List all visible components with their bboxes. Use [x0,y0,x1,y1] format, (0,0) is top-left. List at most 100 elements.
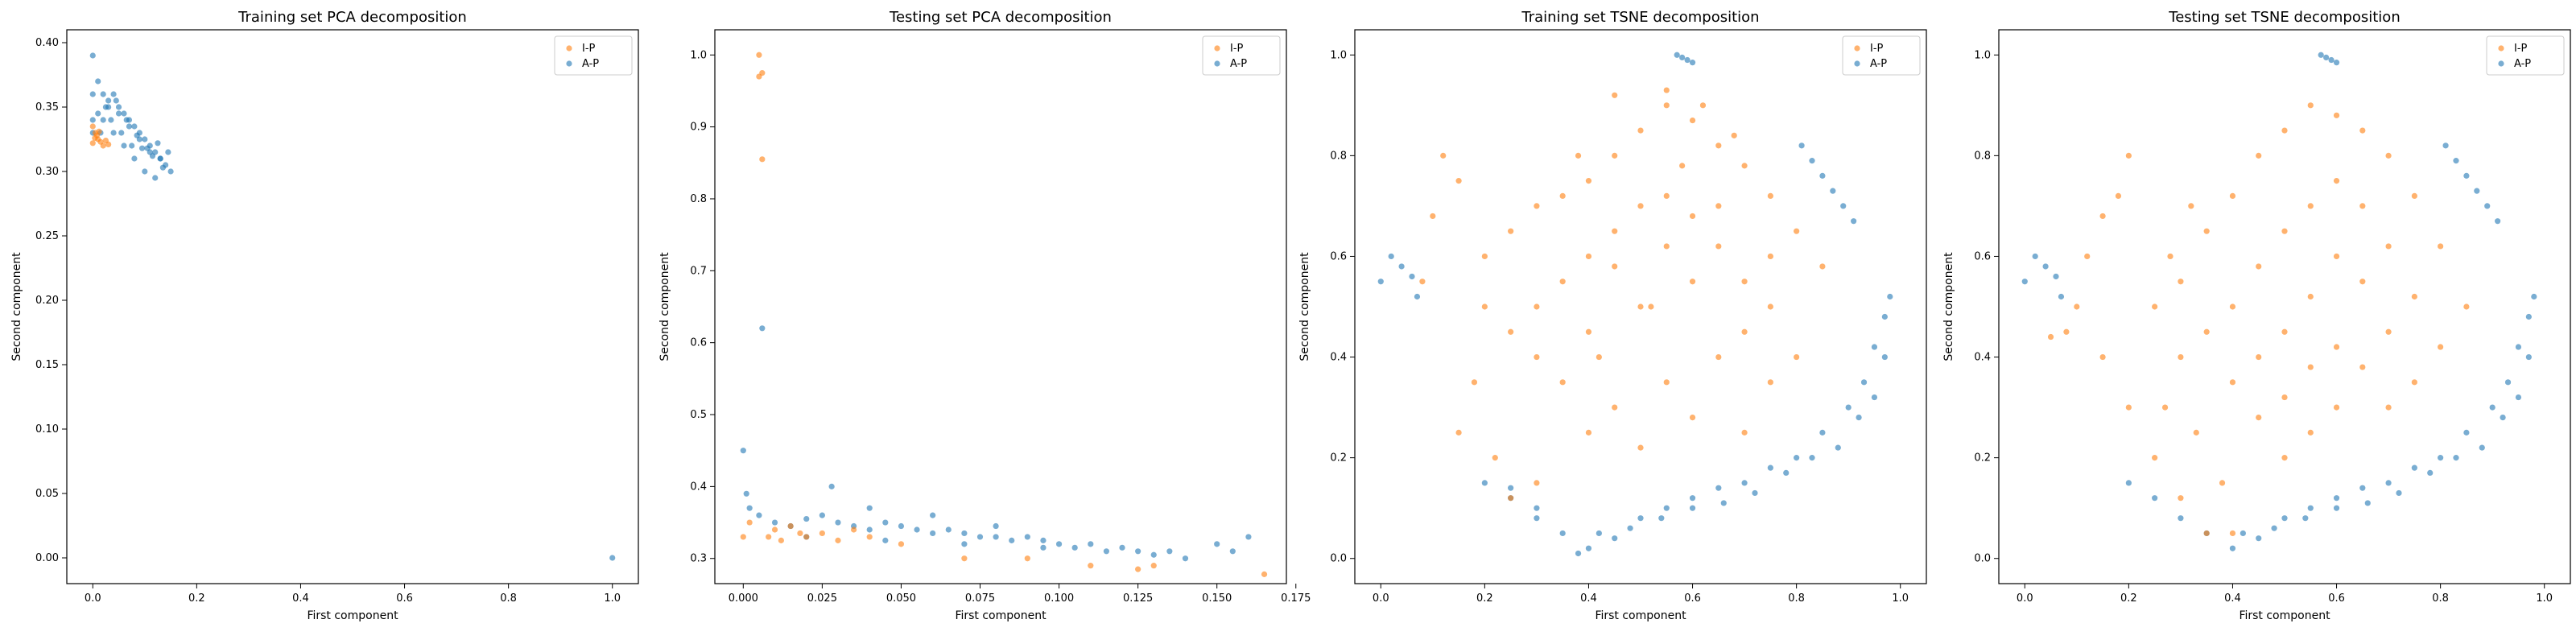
data-point-i-p [1715,203,1722,209]
data-point-a-p [2463,429,2470,436]
data-point-a-p [149,153,156,159]
data-point-a-p [1798,142,1805,149]
y-tick-label: 0.40 [35,37,59,49]
data-point-i-p [2281,228,2288,234]
data-point-i-p [1471,379,1478,386]
data-point-i-p [1575,152,1582,159]
data-point-a-p [115,110,122,117]
data-point-i-p [2333,404,2340,411]
data-point-a-p [1845,404,1852,411]
data-point-a-p [129,142,135,149]
data-point-i-p [2307,429,2314,436]
data-point-a-p [914,526,920,533]
y-tick-label: 0.15 [35,359,59,371]
data-point-a-p [2385,480,2392,486]
x-tick-label: 0.6 [1684,592,1701,605]
y-axis-label: Second component [10,252,23,361]
chart-panel-3: Training set TSNE decomposition 0.0 0.2 0.4… [1298,9,1927,622]
data-point-a-p [1388,253,1394,260]
data-point-a-p [1135,548,1141,555]
data-point-a-p [2453,455,2459,461]
data-point-i-p [1135,566,1141,572]
data-point-a-p [1559,530,1566,537]
data-point-a-p [2271,525,2277,531]
data-point-i-p [1612,404,1618,411]
data-point-a-p [2364,500,2371,506]
data-point-a-p [1809,158,1815,164]
data-point-a-p [2307,505,2314,511]
legend-marker [566,45,572,52]
data-point-i-p [1585,429,1592,436]
data-point-a-p [835,519,841,526]
data-point-i-p [2219,480,2226,486]
data-point-a-p [1214,541,1220,547]
data-point-i-p [2256,152,2262,159]
data-point-a-p [1585,545,1592,551]
y-tick-label: 0.8 [690,193,707,205]
data-point-i-p [2047,333,2054,341]
data-point-i-p [1534,353,1540,361]
data-point-i-p [866,534,873,540]
data-point-i-p [835,537,841,543]
data-point-a-p [138,145,146,151]
legend [2486,35,2565,76]
data-point-i-p [1715,353,1722,361]
data-point-a-p [1508,485,1514,491]
y-tick-label: 0.7 [690,265,707,277]
data-point-i-p [898,541,905,547]
legend-marker [1214,45,1220,52]
data-point-a-p [1024,534,1030,540]
data-point-i-p [1261,571,1268,577]
data-point-i-p [2178,495,2184,502]
data-point-i-p [2463,303,2470,310]
data-point-a-p [1658,515,1665,522]
axes-frame [714,29,1287,584]
data-point-a-p [1794,455,1800,461]
data-point-a-p [134,132,140,138]
data-point-a-p [1715,485,1722,491]
legend-entry: I-P [1230,43,1244,55]
x-tick-label: 1.0 [604,592,621,605]
data-point-i-p [2438,243,2444,250]
legend-marker [2498,60,2504,67]
data-point-a-p [1534,505,1540,511]
data-point-i-p [2307,293,2314,300]
x-tick-label: 0.6 [2328,592,2345,605]
data-point-a-p [100,91,106,97]
y-tick-label: 0.5 [690,409,707,421]
data-point-i-p [1794,228,1800,234]
x-tick-label: 0.8 [500,592,517,605]
data-point-a-p [1689,60,1696,66]
x-tick-label: 0.125 [1123,592,1153,605]
data-point-a-p [1534,515,1540,522]
data-point-i-p [2359,364,2366,370]
data-point-a-p [993,522,999,530]
data-point-a-p [95,78,101,85]
data-point-i-p [1637,444,1644,451]
data-point-i-p [1637,203,1644,209]
data-point-a-p [1881,313,1888,320]
data-point-i-p [2229,379,2236,386]
data-point-i-p [92,134,98,141]
data-point-a-p [1637,515,1644,522]
x-tick-label: 0.0 [1373,592,1389,605]
x-tick-label: 0.150 [1202,592,1232,605]
data-point-i-p [803,534,810,540]
data-point-i-p [2193,429,2199,436]
data-point-i-p [2359,279,2366,285]
data-point-i-p [766,534,772,540]
data-point-a-p [1071,544,1078,551]
data-point-a-p [2333,505,2340,511]
data-point-a-p [1819,429,1826,436]
data-point-a-p [1809,455,1815,461]
x-tick-label: 0.175 [1281,592,1311,605]
data-point-a-p [89,91,96,97]
data-point-i-p [2411,293,2417,300]
data-point-a-p [155,140,161,147]
data-point-a-p [1881,353,1888,361]
data-point-i-p [746,519,753,526]
y-tick-label: 0.4 [690,481,707,493]
x-tick-label: 0.8 [2432,592,2449,605]
data-point-i-p [1612,263,1618,270]
data-point-a-p [89,52,96,59]
